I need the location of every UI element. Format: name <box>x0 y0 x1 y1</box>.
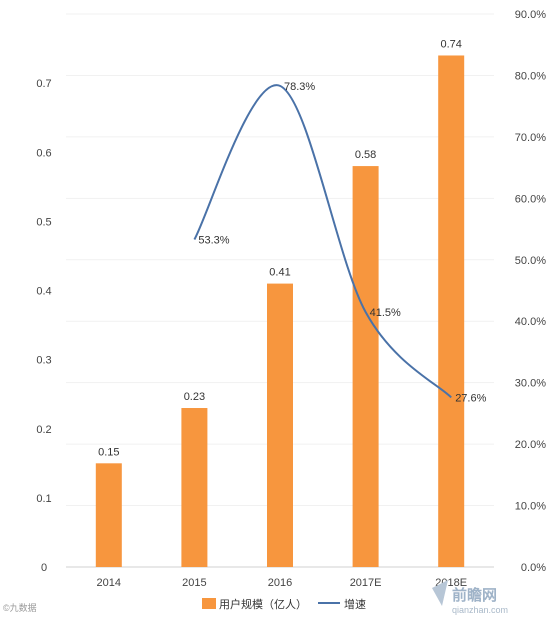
right-axis: 0.0% 10.0% 20.0% 30.0% 40.0% 50.0% 60.0% 70.0% 8… <box>515 9 546 574</box>
bar-2016 <box>267 283 293 567</box>
watermark-left-text: ©九数据 <box>3 602 37 613</box>
bar-value-label: 0.74 <box>440 38 461 50</box>
watermark-left: ©九数据 <box>3 602 37 613</box>
legend-label-growth: 增速 <box>344 597 366 611</box>
left-axis: 0 0.1 0.2 0.3 0.4 0.5 0.6 0.7 <box>36 78 51 574</box>
y-left-tick-label: 0.6 <box>36 147 51 159</box>
y-right-tick-label: 40.0% <box>515 316 546 328</box>
x-ticks: 2014 2015 2016 2017E 2018E <box>97 577 468 589</box>
growth-value-label: 53.3% <box>198 235 229 247</box>
x-tick-label: 2016 <box>268 577 292 589</box>
bar-value-label: 0.23 <box>184 391 205 403</box>
gridlines <box>66 13 494 507</box>
watermark-brand: 前瞻网 qianzhan.com <box>432 580 508 615</box>
legend: 用户规模（亿人） 增速 <box>202 597 366 611</box>
y-left-tick-label: 0.2 <box>36 424 51 436</box>
x-tick-label: 2014 <box>97 577 121 589</box>
line-labels: 53.3% 78.3% 41.5% 27.6% <box>198 81 486 405</box>
bar-2015 <box>181 408 208 567</box>
y-right-tick-label: 30.0% <box>515 378 546 390</box>
growth-line-group <box>193 84 452 399</box>
y-right-tick-label: 80.0% <box>515 70 546 82</box>
y-left-tick-label: 0.5 <box>36 216 51 228</box>
y-right-tick-label: 50.0% <box>515 255 546 267</box>
growth-line <box>193 84 452 399</box>
bar-value-label: 0.15 <box>98 446 119 458</box>
y-right-tick-label: 60.0% <box>515 193 546 205</box>
watermark-brand-url: qianzhan.com <box>452 605 508 615</box>
bar-labels: 0.15 0.23 0.41 0.58 0.74 <box>98 38 462 458</box>
legend-swatch-users <box>202 598 216 609</box>
bar-value-label: 0.41 <box>269 267 290 279</box>
bar-value-label: 0.58 <box>355 149 376 161</box>
x-tick-label: 2015 <box>182 577 206 589</box>
y-left-tick-label: 0 <box>41 562 47 574</box>
y-left-tick-label: 0.4 <box>36 286 51 298</box>
y-right-tick-label: 20.0% <box>515 439 546 451</box>
y-right-tick-label: 0.0% <box>521 562 546 574</box>
growth-value-label: 41.5% <box>370 307 401 319</box>
bars <box>95 55 465 567</box>
y-right-tick-label: 70.0% <box>515 132 546 144</box>
y-left-tick-label: 0.7 <box>36 78 51 90</box>
legend-label-users: 用户规模（亿人） <box>219 597 307 611</box>
brand-logo-icon <box>432 580 448 606</box>
x-tick-label: 2017E <box>350 577 382 589</box>
y-left-tick-label: 0.3 <box>36 355 51 367</box>
bar-2018E <box>438 55 465 567</box>
bar-2014 <box>95 463 122 567</box>
watermark-brand-text: 前瞻网 <box>452 586 497 604</box>
y-right-tick-label: 90.0% <box>515 9 546 21</box>
bar-2017E <box>352 166 379 567</box>
growth-value-label: 27.6% <box>455 392 486 404</box>
y-right-tick-label: 10.0% <box>515 501 546 513</box>
y-left-tick-label: 0.1 <box>36 493 51 505</box>
growth-value-label: 78.3% <box>284 81 315 93</box>
